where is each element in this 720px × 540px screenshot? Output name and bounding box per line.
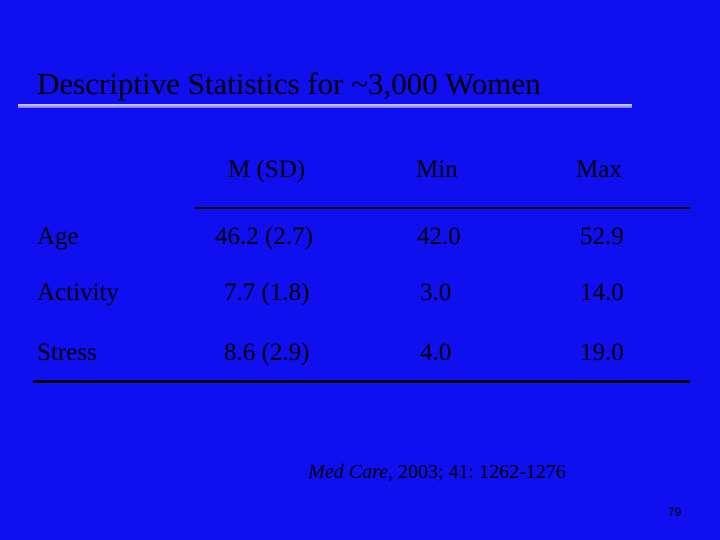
table-cell: 19.0 bbox=[580, 339, 624, 366]
table-cell: 4.0 bbox=[420, 339, 452, 366]
table-cell: 14.0 bbox=[580, 279, 624, 306]
table-cell: 8.6 (2.9) bbox=[224, 339, 310, 366]
slide-title: Descriptive Statistics for ~3,000 Women bbox=[37, 66, 541, 101]
citation-details: , 2003; 41: 1262-1276 bbox=[388, 461, 566, 483]
citation-journal: Med Care bbox=[308, 461, 388, 483]
table-cell: 52.9 bbox=[580, 223, 624, 250]
row-label: Activity bbox=[37, 279, 119, 306]
table-cell: 46.2 (2.7) bbox=[215, 223, 313, 250]
table-cell: 3.0 bbox=[420, 279, 452, 306]
header-rule bbox=[195, 207, 690, 209]
table-cell: 42.0 bbox=[417, 223, 461, 250]
table-cell: 7.7 (1.8) bbox=[224, 279, 310, 306]
page-number: 79 bbox=[668, 505, 682, 519]
title-underline bbox=[18, 104, 632, 108]
citation: Med Care, 2003; 41: 1262-1276 bbox=[0, 462, 720, 482]
column-header: Max bbox=[576, 156, 622, 183]
column-header: M (SD) bbox=[228, 156, 306, 183]
column-header: Min bbox=[416, 156, 458, 183]
row-label: Stress bbox=[37, 339, 97, 366]
table-bottom-rule bbox=[33, 380, 690, 383]
row-label: Age bbox=[37, 223, 79, 250]
